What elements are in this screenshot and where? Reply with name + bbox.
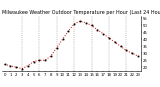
- Text: Milwaukee Weather Outdoor Temperature per Hour (Last 24 Hours): Milwaukee Weather Outdoor Temperature pe…: [2, 10, 160, 15]
